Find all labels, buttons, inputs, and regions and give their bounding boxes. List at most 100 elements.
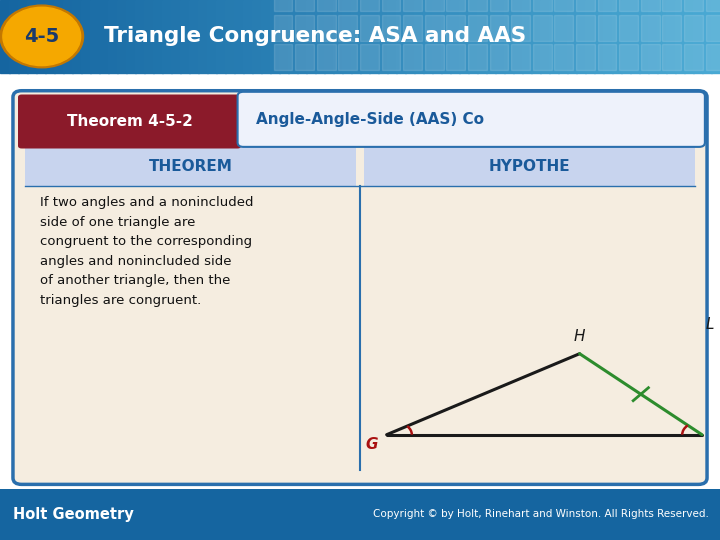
Bar	[360, 15, 379, 40]
Bar	[490, 44, 508, 70]
Bar	[662, 15, 681, 40]
Bar	[27, 0, 37, 73]
Bar	[711, 0, 720, 73]
Bar	[450, 0, 461, 73]
Bar	[446, 15, 465, 40]
Bar	[666, 0, 677, 73]
Bar	[425, 44, 444, 70]
Bar	[135, 0, 145, 73]
Text: Holt Geometry: Holt Geometry	[13, 507, 134, 522]
Bar	[585, 0, 595, 73]
Bar	[641, 15, 660, 40]
Bar	[576, 15, 595, 40]
Bar	[153, 0, 163, 73]
Bar	[99, 0, 109, 73]
Bar	[234, 0, 245, 73]
Bar	[405, 0, 415, 73]
Bar	[468, 15, 487, 40]
Bar	[117, 0, 127, 73]
Bar	[567, 0, 577, 73]
Bar	[378, 0, 389, 73]
Bar	[360, 0, 379, 11]
Bar	[274, 44, 292, 70]
Bar	[511, 0, 530, 11]
Bar	[598, 15, 616, 40]
Bar	[619, 0, 638, 11]
Bar	[225, 0, 235, 73]
Text: Triangle Congruence: ASA and AAS: Triangle Congruence: ASA and AAS	[104, 26, 526, 46]
Bar	[317, 15, 336, 40]
Bar	[360, 44, 379, 70]
FancyBboxPatch shape	[18, 94, 241, 149]
Bar	[540, 0, 550, 73]
Bar	[9, 0, 19, 73]
Bar	[423, 0, 433, 73]
Bar	[90, 0, 101, 73]
Bar	[144, 0, 154, 73]
Bar	[274, 15, 292, 40]
Text: HYPOTHE: HYPOTHE	[488, 159, 570, 173]
Bar	[403, 15, 422, 40]
Bar	[403, 44, 422, 70]
Bar	[446, 44, 465, 70]
Bar	[621, 0, 631, 73]
Bar	[317, 0, 336, 11]
Bar	[603, 0, 613, 73]
Bar	[477, 0, 487, 73]
Bar	[576, 44, 595, 70]
Bar	[369, 0, 379, 73]
Bar	[243, 0, 253, 73]
Bar	[662, 44, 681, 70]
Bar	[459, 0, 469, 73]
Bar	[446, 0, 465, 11]
Text: THEOREM: THEOREM	[149, 159, 233, 173]
Text: G: G	[366, 437, 378, 453]
Bar	[432, 0, 442, 73]
Bar	[25, 146, 356, 186]
Bar	[279, 0, 289, 73]
Bar	[675, 0, 685, 73]
Bar	[533, 44, 552, 70]
Bar	[630, 0, 641, 73]
Bar	[317, 44, 336, 70]
Bar	[495, 0, 505, 73]
Bar	[396, 0, 407, 73]
Bar	[490, 0, 508, 11]
Bar	[342, 0, 353, 73]
Bar	[360, 0, 370, 73]
Bar	[648, 0, 658, 73]
Bar	[706, 15, 720, 40]
Bar	[639, 0, 649, 73]
Bar	[198, 0, 209, 73]
Bar	[693, 0, 703, 73]
Bar	[207, 0, 217, 73]
Bar	[684, 15, 703, 40]
Bar	[576, 0, 586, 73]
Text: 4-5: 4-5	[24, 27, 59, 46]
Text: If two angles and a nonincluded
side of one triangle are
congruent to the corres: If two angles and a nonincluded side of …	[40, 196, 253, 307]
Bar	[54, 0, 65, 73]
Bar	[619, 44, 638, 70]
Text: H: H	[574, 329, 585, 344]
Bar	[513, 0, 523, 73]
Bar	[619, 15, 638, 40]
Bar	[511, 15, 530, 40]
Bar	[45, 0, 55, 73]
Bar	[18, 0, 29, 73]
Bar	[598, 44, 616, 70]
Bar	[414, 0, 424, 73]
Circle shape	[3, 7, 81, 66]
Bar	[306, 0, 317, 73]
Text: L: L	[706, 317, 714, 332]
Bar	[531, 0, 541, 73]
Bar	[295, 0, 314, 11]
Bar	[425, 15, 444, 40]
Bar	[468, 0, 478, 73]
Bar	[72, 0, 82, 73]
Bar	[612, 0, 622, 73]
Bar	[594, 0, 604, 73]
Bar	[338, 0, 357, 11]
Bar	[0, 0, 11, 73]
Bar	[522, 0, 532, 73]
Bar	[180, 0, 190, 73]
